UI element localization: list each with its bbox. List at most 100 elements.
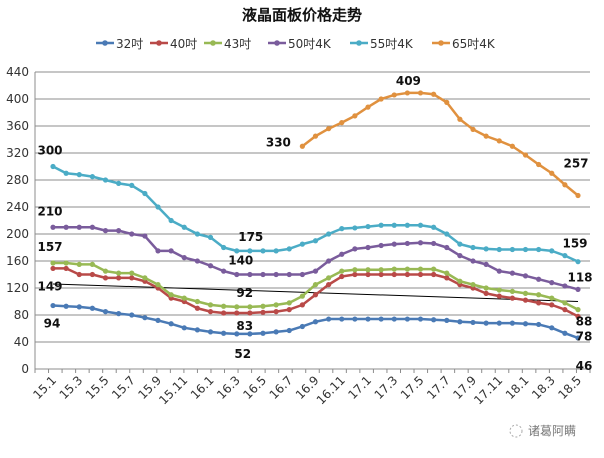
data-point [247,331,253,337]
data-point [89,224,95,230]
data-point [339,226,345,232]
data-point [312,292,319,298]
data-point [536,246,542,253]
data-point [339,120,345,126]
data-point [522,246,529,253]
data-point [116,180,122,186]
data-point [129,270,135,276]
x-tick-label: 18.1 [503,373,532,402]
data-point [431,91,437,97]
data-point [378,96,384,102]
legend-item: 40吋 [150,37,197,51]
data-point [234,331,240,337]
data-point [129,312,135,318]
data-point [431,224,437,230]
series-2 [50,260,581,313]
data-point [378,222,384,228]
data-point [352,225,358,231]
data-point [562,182,568,188]
data-point [457,253,463,259]
data-point [312,133,319,139]
data-point [496,293,502,299]
data-point [457,241,463,247]
data-label: 300 [37,144,62,158]
legend-marker-icon [356,40,362,46]
data-point [365,223,371,230]
y-tick-label: 320 [6,146,29,160]
data-point [273,309,279,315]
x-tick-label: 15.11 [156,373,190,407]
data-point [378,267,384,273]
data-point [102,309,109,315]
axes: 0 40 80 120 160 200 240 280 320 360 400 440 15.115.3… [6,65,591,407]
data-point [234,310,240,316]
legend-marker-icon [156,40,162,46]
data-point [562,253,568,259]
data-point [536,321,542,328]
legend-item: 50吋4K [268,37,332,51]
data-point [365,267,371,273]
x-tick-label: 15.3 [57,373,86,402]
data-point [404,271,410,278]
data-point [352,113,358,119]
data-point [562,300,568,306]
legend-marker-icon [102,40,108,46]
data-point [260,303,266,309]
data-point [63,224,69,230]
data-label: 78 [576,329,593,343]
data-point [207,263,214,269]
x-tick-label: 16.5 [240,373,269,402]
data-point [76,261,82,267]
x-tick-label: 17.3 [372,373,401,402]
data-point [536,161,542,168]
data-point [431,240,437,247]
data-point [391,92,397,98]
data-point [444,317,450,323]
data-point [522,321,529,327]
data-label: 52 [234,347,251,361]
data-point [102,275,109,281]
data-point [431,317,437,323]
data-label: 159 [562,237,587,251]
data-point [404,316,410,322]
series-1 [50,265,581,319]
data-point [286,271,292,278]
x-tick-label: 18.3 [529,373,558,402]
data-point [155,248,161,254]
data-point [129,275,135,281]
data-point [483,133,489,139]
data-point [326,126,332,132]
data-point [496,246,502,253]
data-point [509,270,515,276]
data-point [339,316,345,322]
data-point [496,268,502,274]
data-point [102,268,109,274]
data-point [536,292,542,298]
data-point [417,266,424,272]
data-point [326,282,332,288]
data-point [89,174,95,180]
legend-item: 43吋 [204,37,251,51]
data-point [181,295,187,301]
data-label: 140 [228,254,253,268]
data-point [496,138,502,144]
data-point [365,271,371,278]
data-label: 409 [396,74,421,88]
y-tick-label: 120 [6,281,29,295]
data-point [562,307,568,313]
data-point [496,287,502,293]
data-point [168,248,174,254]
data-point [391,316,397,322]
data-point [404,90,410,96]
data-point [260,248,266,254]
watermark-text: 诸葛阿瞒 [528,424,576,438]
data-point [155,204,161,210]
data-label: 118 [567,270,592,284]
watermark-logo-icon [509,424,523,438]
data-point [260,271,266,278]
data-point [207,302,214,308]
series-lines [50,90,581,341]
data-point [536,276,542,282]
data-point [142,275,148,281]
